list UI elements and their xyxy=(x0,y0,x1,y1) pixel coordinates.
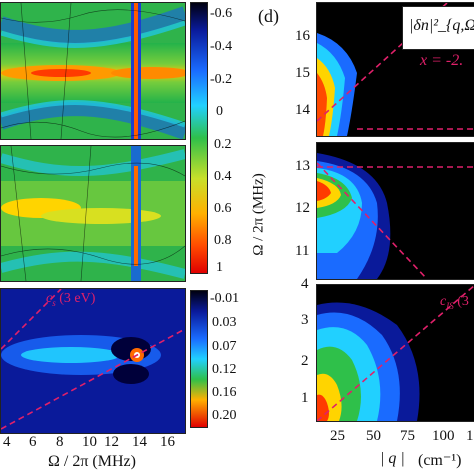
legend-formula: |δn|²_{q,Ω} xyxy=(409,17,474,34)
right-y-tick: 14 xyxy=(295,102,310,118)
colorbar-bottom-tick: 0.12 xyxy=(212,362,237,377)
right-x-axis-label-q: | q | xyxy=(380,450,405,467)
left-x-tick: 16 xyxy=(160,434,175,450)
annotation-main: c xyxy=(46,291,53,306)
left-x-tick: 8 xyxy=(56,434,64,450)
left-bottom-heatmap-svg xyxy=(1,289,185,433)
x-parameter-text: x = -2. xyxy=(420,52,464,69)
colorbar-bottom-tick: 0.16 xyxy=(212,385,237,400)
right-bottom-heatmap-svg xyxy=(317,285,474,421)
colorbar-bottom-tick: 0.03 xyxy=(212,315,237,330)
right-middle-heatmap xyxy=(316,142,474,280)
colorbar-top-tick: 0 xyxy=(216,104,223,119)
left-x-tick: 10 xyxy=(82,434,97,450)
left-x-axis-label: Ω / 2π (MHz) xyxy=(48,453,136,470)
annotation-sub: IS xyxy=(446,300,454,311)
right-annotation-cis: cIS (3 xyxy=(440,294,469,311)
right-y-tick: 11 xyxy=(295,243,310,259)
right-y-tick: 2 xyxy=(301,353,309,369)
legend-box: |δn|²_{q,Ω} xyxy=(402,6,474,50)
left-x-tick: 14 xyxy=(132,434,147,450)
colorbar-top-tick: 1 xyxy=(216,260,223,275)
left-annotation-cs: cs (3 eV) xyxy=(46,291,95,308)
colorbar-bottom-svg xyxy=(191,291,207,427)
right-x-tick: 50 xyxy=(366,428,381,444)
right-y-tick: 13 xyxy=(295,158,310,174)
left-x-tick: 12 xyxy=(104,434,119,450)
right-x-axis-label-unit: (cm⁻¹) xyxy=(418,452,462,469)
annotation-sub: s xyxy=(52,297,56,308)
right-middle-heatmap-svg xyxy=(317,143,474,279)
left-x-tick: 4 xyxy=(3,434,11,450)
right-y-tick: 15 xyxy=(295,65,310,81)
colorbar-bottom-tick: 0.07 xyxy=(212,339,237,354)
colorbar-top-tick: 0.8 xyxy=(214,233,232,248)
right-x-tick: 75 xyxy=(400,428,415,444)
left-x-tick: 6 xyxy=(29,434,37,450)
annotation-tail: (3 eV) xyxy=(55,291,96,306)
left-top-heatmap xyxy=(0,2,186,140)
colorbar-bottom-tick: -0.01 xyxy=(210,291,240,306)
left-top-heatmap-svg xyxy=(1,3,185,139)
colorbar-bottom-tick: 0.20 xyxy=(212,408,237,423)
colorbar-top-tick: 0.2 xyxy=(214,137,232,152)
right-y-tick: 16 xyxy=(295,28,310,44)
colorbar-top-svg xyxy=(191,3,207,273)
left-bottom-heatmap xyxy=(0,288,186,434)
right-x-tick: 1 xyxy=(466,428,474,444)
colorbar-top-tick: -0.4 xyxy=(210,39,233,54)
right-y-tick: 1 xyxy=(301,390,309,406)
annotation-tail: (3 xyxy=(453,294,469,309)
colorbar-top-tick: 0.6 xyxy=(214,201,232,216)
right-y-tick: 12 xyxy=(295,200,310,216)
right-x-tick: 25 xyxy=(330,428,345,444)
left-middle-heatmap-svg xyxy=(1,146,185,281)
right-x-tick: 100 xyxy=(432,428,455,444)
annotation-main: c xyxy=(440,294,447,309)
right-y-tick: 4 xyxy=(301,276,309,292)
colorbar-top xyxy=(190,2,208,274)
colorbar-top-tick: -0.2 xyxy=(210,72,233,87)
colorbar-top-tick: -0.6 xyxy=(210,6,233,21)
right-y-axis-label: Ω / 2π (MHz) xyxy=(250,173,267,256)
right-y-tick: 3 xyxy=(301,312,309,328)
colorbar-top-tick: 0.4 xyxy=(214,169,232,184)
panel-label-d: (d) xyxy=(258,6,279,26)
colorbar-bottom xyxy=(190,290,208,428)
right-bottom-heatmap xyxy=(316,284,474,422)
left-middle-heatmap xyxy=(0,145,186,282)
